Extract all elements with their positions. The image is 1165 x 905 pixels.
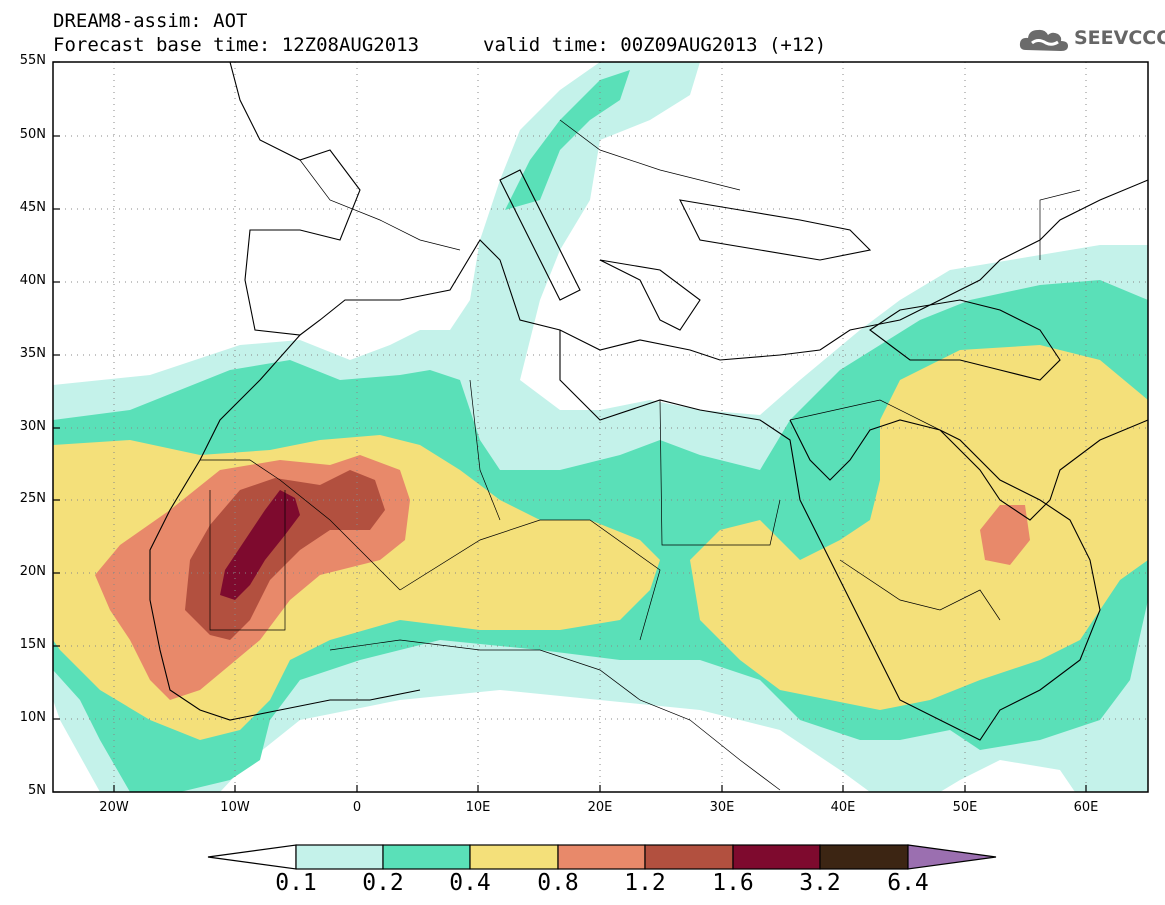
colorbar-label: 0.8: [537, 870, 579, 896]
lon-label: 30E: [709, 800, 735, 815]
lat-label: 35N: [19, 346, 46, 361]
axis-ticks: [53, 61, 1087, 793]
lon-label: 50E: [952, 800, 978, 815]
lat-label: 55N: [19, 53, 46, 68]
lon-label: 20W: [99, 800, 129, 815]
graticule: [53, 62, 1148, 792]
colorbar-box-0.2: [382, 844, 471, 870]
coastlines: [149, 62, 1148, 741]
lat-label: 45N: [19, 200, 46, 215]
colorbar-label: 0.4: [449, 870, 491, 896]
colorbar-label: 6.4: [887, 870, 929, 896]
colorbar-label: 1.2: [624, 870, 666, 896]
map-title: DREAM8-assim: AOT: [53, 10, 248, 32]
valid-time: valid time: 00Z09AUG2013 (+12): [483, 34, 827, 56]
lat-label: 15N: [19, 637, 46, 652]
colorbar-box-0.8: [557, 844, 646, 870]
colorbar: [207, 844, 997, 870]
lon-label: 20E: [587, 800, 613, 815]
colorbar-over-triangle: [907, 844, 997, 870]
colorbar-label: 3.2: [799, 870, 841, 896]
colorbar-box-0.4: [469, 844, 559, 870]
lat-label: 25N: [19, 491, 46, 506]
colorbar-box-0.1: [295, 844, 384, 870]
colorbar-label: 1.6: [712, 870, 754, 896]
colorbar-box-1.6: [732, 844, 821, 870]
forecast-base-time: Forecast base time: 12Z08AUG2013: [53, 34, 420, 56]
colorbar-label: 0.2: [362, 870, 404, 896]
country-borders: [200, 119, 1081, 791]
lat-label: 30N: [19, 419, 46, 434]
lat-label: 50N: [19, 127, 46, 142]
cloud-icon: [1019, 29, 1068, 51]
lat-label: 40N: [19, 273, 46, 288]
lon-label: 40E: [830, 800, 856, 815]
colorbar-box-1.2: [644, 844, 734, 870]
seevccc-logo: SEEVCCC: [1018, 24, 1165, 54]
colorbar-label: 0.1: [275, 870, 317, 896]
lat-label: 20N: [19, 564, 46, 579]
lon-label: 0: [352, 800, 362, 815]
aot-contours: [53, 62, 1148, 792]
logo-text: SEEVCCC: [1074, 27, 1165, 49]
lat-label: 5N: [28, 783, 46, 798]
lon-label: 10E: [465, 800, 491, 815]
lon-label: 60E: [1073, 800, 1099, 815]
colorbar-under-triangle: [207, 844, 297, 870]
lat-label: 10N: [19, 710, 46, 725]
colorbar-box-3.2: [819, 844, 909, 870]
lon-label: 10W: [220, 800, 250, 815]
